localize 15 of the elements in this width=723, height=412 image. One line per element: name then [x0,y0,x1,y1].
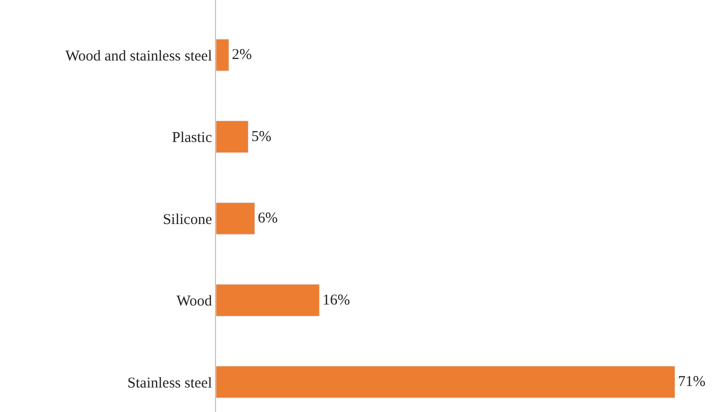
y-tick-label: Plastic [172,130,212,146]
data-label: 6% [258,210,278,227]
data-label: 16% [322,292,350,308]
bar [216,38,230,72]
data-label: 5% [251,128,272,145]
y-tick-label: Stainless steel [127,375,212,392]
bar [216,366,675,398]
bar [216,284,320,316]
data-label: 2% [232,47,252,64]
bar [216,202,256,235]
y-tick-label: Silicone [162,212,212,228]
data-label: 71% [678,374,706,390]
y-tick-label: Wood and stainless steel [65,48,212,64]
bar [216,120,249,153]
y-tick-label: Wood [176,294,212,310]
